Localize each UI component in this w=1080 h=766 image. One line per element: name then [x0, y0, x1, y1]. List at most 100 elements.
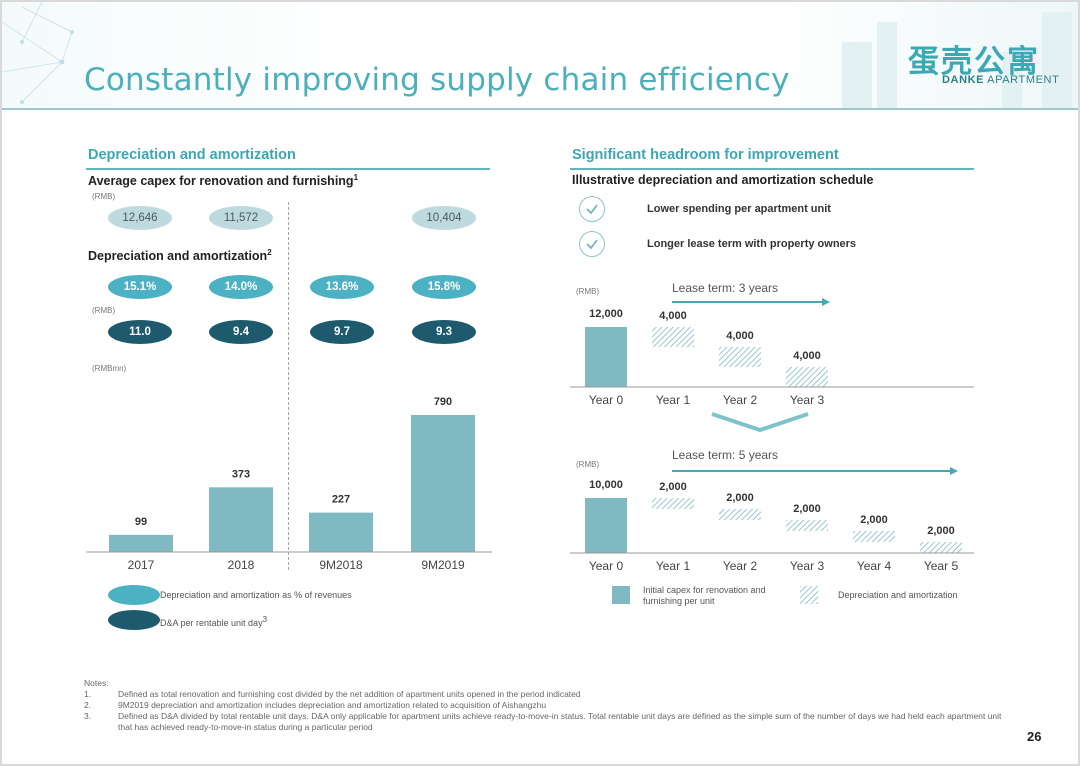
da-value-label: 2,000	[860, 514, 888, 526]
page-number: 26	[1027, 729, 1042, 744]
x-tick-label: 9M2018	[319, 558, 363, 572]
x-tick-label: Year 1	[656, 559, 691, 573]
x-tick-label: Year 2	[723, 559, 758, 573]
check-lower-spending: Lower spending per apartment unit	[647, 203, 831, 215]
perday-pill-9m2018: 9.7	[310, 320, 374, 344]
capex-title: Average capex for renovation and furnish…	[88, 173, 358, 188]
network-decoration	[2, 2, 1072, 108]
legend-pct-swatch	[108, 585, 160, 605]
pct-pill-2018: 14.0%	[209, 275, 273, 299]
note-item: 3. Defined as D&A divided by total rentab…	[84, 711, 1004, 733]
da-value-label: 2,000	[726, 492, 754, 504]
legend-da-swatch	[800, 586, 818, 604]
x-tick-label: Year 1	[656, 393, 691, 407]
capex-pill-2018: 11,572	[209, 206, 273, 230]
check-icon	[579, 231, 605, 257]
capex-unit: (RMB)	[92, 192, 116, 201]
x-tick-label: Year 0	[589, 393, 624, 407]
right-section-title: Significant headroom for improvement	[572, 147, 839, 163]
legend-day-text: D&A per rentable unit day	[160, 618, 263, 628]
da-value-label: 4,000	[726, 330, 754, 342]
logo-chinese: 蛋壳公寓	[908, 44, 1040, 80]
x-tick-label: Year 4	[857, 559, 892, 573]
legend-day-swatch	[108, 610, 160, 630]
arrow-head-icon	[950, 467, 958, 475]
chevron-down-icon	[711, 412, 809, 433]
note-number: 3.	[84, 711, 92, 721]
da-value-label: 2,000	[793, 503, 821, 515]
unit-label: (RMB)	[576, 460, 599, 469]
x-tick-label: Year 0	[589, 559, 624, 573]
capex-bar	[585, 327, 627, 387]
left-section-rule	[86, 168, 490, 170]
da-value-label: 2,000	[927, 525, 955, 537]
bar-value-label: 99	[135, 516, 147, 528]
perday-pill-9m2019: 9.3	[412, 320, 476, 344]
bar-value-label: 790	[434, 396, 452, 408]
x-tick-label: 2017	[128, 558, 155, 572]
da-bar	[786, 367, 828, 387]
capex-bar	[585, 498, 627, 553]
check-icon	[579, 196, 605, 222]
da-value-label: 4,000	[793, 350, 821, 362]
da-bar	[786, 520, 828, 531]
da-value-label: 4,000	[659, 310, 687, 322]
check-mark	[586, 239, 598, 250]
capex-value-label: 12,000	[589, 308, 623, 320]
note-number: 2.	[84, 700, 92, 710]
pct-pill-9m2018: 13.6%	[310, 275, 374, 299]
capex-pill-2017: 12,646	[108, 206, 172, 230]
note-text: 9M2019 depreciation and amortization inc…	[118, 700, 547, 710]
lease-5yr-chart: (RMB) Lease term: 5 years 10,000 2,000 2,000…	[570, 448, 974, 573]
capex-pill-9m2019: 10,404	[412, 206, 476, 230]
da-bar	[853, 531, 895, 542]
pct-pill-2017: 15.1%	[108, 275, 172, 299]
bar-unit: (RMBmn)	[92, 364, 127, 373]
da-title-text: Depreciation and amortization	[88, 249, 268, 264]
perday-pill-2018: 9.4	[209, 320, 273, 344]
check-longer-lease: Longer lease term with property owners	[647, 238, 857, 250]
capex-footnote: 1	[353, 173, 359, 182]
left-section-title: Depreciation and amortization	[88, 147, 296, 163]
bar-2017	[109, 534, 173, 552]
da-bar-chart: 99 2017 373 2018 227 9M2018 790 9M2019	[86, 396, 492, 572]
right-section-rule	[570, 168, 974, 170]
da-title: Depreciation and amortization2	[88, 248, 272, 263]
bar-value-label: 227	[332, 494, 350, 506]
perday-pill-2017: 11.0	[108, 320, 172, 344]
schedule-title: Illustrative depreciation and amortizati…	[572, 173, 874, 187]
bar-value-label: 373	[232, 468, 250, 480]
legend-day-footnote: 3	[262, 615, 268, 624]
note-text: Defined as D&A divided by total rentable…	[118, 711, 1002, 732]
da-bar	[719, 509, 761, 520]
pct-pill-9m2019: 15.8%	[412, 275, 476, 299]
note-text: Defined as total renovation and furnishi…	[118, 689, 581, 699]
legend-pct-label: Depreciation and amortization as % of re…	[160, 590, 352, 600]
x-tick-label: Year 2	[723, 393, 758, 407]
legend-day-label: D&A per rentable unit day3	[160, 615, 267, 628]
lease-title: Lease term: 3 years	[672, 281, 778, 295]
arrow-head-icon	[822, 298, 830, 306]
logo-english-bold: DANKE	[942, 74, 985, 86]
unit-label: (RMB)	[576, 287, 599, 296]
legend-da-label: Depreciation and amortization	[838, 590, 958, 600]
note-number: 1.	[84, 689, 92, 699]
x-tick-label: 2018	[228, 558, 255, 572]
footnotes: Notes: 1. Defined as total renovation and…	[84, 678, 1004, 733]
note-item: 1. Defined as total renovation and furnis…	[84, 689, 1004, 700]
page-title: Constantly improving supply chain effici…	[84, 62, 790, 98]
capex-value-label: 10,000	[589, 479, 623, 491]
x-tick-label: Year 5	[924, 559, 959, 573]
x-tick-label: Year 3	[790, 393, 825, 407]
da-bar	[652, 327, 694, 347]
lease-title: Lease term: 5 years	[672, 448, 778, 462]
logo-english: DANKE APARTMENT	[942, 74, 1059, 86]
logo-english-rest: APARTMENT	[984, 74, 1060, 86]
x-tick-label: Year 3	[790, 559, 825, 573]
perday-unit: (RMB)	[92, 306, 116, 315]
header-banner	[2, 2, 1078, 110]
legend-capex-label: Initial capex for renovation and furnish…	[643, 585, 766, 606]
bar-2018	[209, 487, 273, 552]
notes-heading: Notes:	[84, 678, 109, 688]
